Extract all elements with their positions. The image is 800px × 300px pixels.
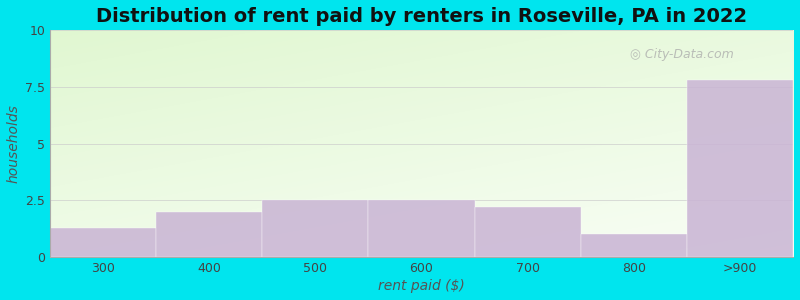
Title: Distribution of rent paid by renters in Roseville, PA in 2022: Distribution of rent paid by renters in … (96, 7, 747, 26)
Bar (262, 200, 369, 257)
Y-axis label: households: households (7, 104, 21, 183)
Bar (369, 200, 474, 257)
Bar (156, 212, 262, 257)
Bar (687, 80, 793, 257)
X-axis label: rent paid ($): rent paid ($) (378, 279, 465, 293)
Bar (581, 234, 687, 257)
Bar (50, 228, 156, 257)
Text: ◎ City-Data.com: ◎ City-Data.com (630, 48, 734, 62)
Bar (474, 207, 581, 257)
